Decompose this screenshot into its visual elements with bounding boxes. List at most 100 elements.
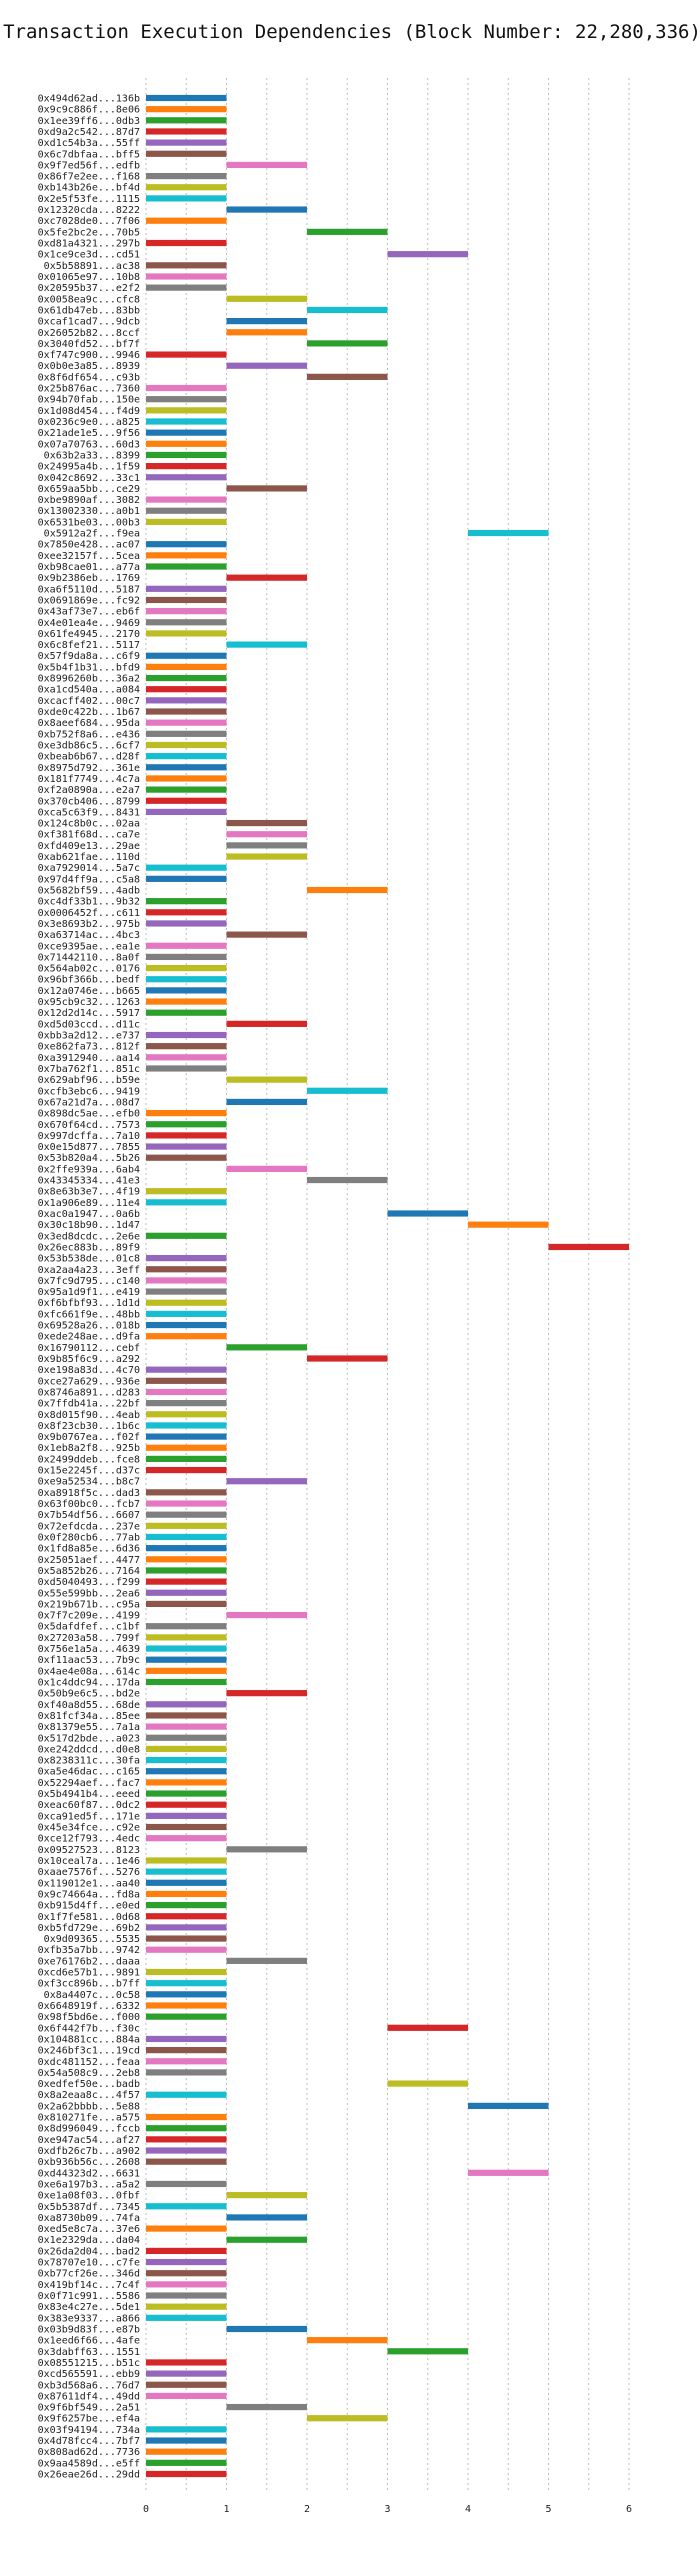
- y-tick-label: 0x69528a26...018b: [38, 1321, 140, 1332]
- y-tick-label: 0xf2a0890a...e2a7: [38, 785, 140, 796]
- dependency-bar: [146, 964, 227, 972]
- dependency-bar: [146, 2314, 227, 2321]
- y-tick-label: 0x78707e10...c7fe: [38, 2258, 140, 2269]
- y-tick-label: 0x8996260b...36a2: [38, 674, 140, 685]
- dependency-bar: [146, 1433, 227, 1440]
- dependency-bar: [146, 898, 227, 905]
- y-tick-label: 0x5a852b26...7164: [38, 1566, 140, 1577]
- y-tick-label: 0x1f7fe581...0d68: [38, 1912, 140, 1923]
- y-tick-label: 0x1e2329da...da04: [38, 2235, 140, 2246]
- y-tick-label: 0x9c9c886f...8e06: [38, 105, 140, 116]
- dependency-bar: [146, 496, 227, 503]
- dependency-bar: [146, 909, 227, 916]
- y-tick-label: 0x43af73e7...eb6f: [38, 607, 140, 618]
- y-tick-label: 0x52294aef...fac7: [38, 1778, 140, 1789]
- dependency-bar: [226, 1076, 307, 1083]
- dependency-bar: [146, 563, 227, 570]
- dependency-bar: [468, 1221, 549, 1228]
- y-tick-label: 0xb936b56c...2608: [38, 2157, 140, 2168]
- dependency-bar: [146, 1890, 227, 1898]
- dependency-bar: [146, 1310, 227, 1317]
- y-tick-label: 0xb98cae01...a77a: [38, 562, 140, 573]
- y-tick-label: 0xca5c63f9...8431: [38, 807, 140, 818]
- y-tick-label: 0x5682bf59...4adb: [38, 886, 140, 897]
- dependency-bar: [146, 1154, 227, 1161]
- y-tick-label: 0x07a70763...60d3: [38, 439, 140, 450]
- y-tick-label: 0xede248ae...d9fa: [38, 1332, 140, 1343]
- y-tick-label: 0x564ab02c...0176: [38, 964, 140, 975]
- dependency-bar: [307, 373, 388, 380]
- y-tick-label: 0xac0a1947...0a6b: [38, 1209, 140, 1220]
- y-tick-label: 0x6648919f...6332: [38, 2001, 140, 2012]
- y-tick-label: 0x0f280cb6...77ab: [38, 1532, 140, 1543]
- y-tick-label: 0x042c8692...33c1: [38, 473, 140, 484]
- dependency-bar: [146, 1901, 227, 1909]
- dependency-bar: [387, 2348, 468, 2355]
- y-tick-label: 0x3ed8dcdc...2e6e: [38, 1231, 140, 1242]
- dependency-bar: [226, 853, 307, 860]
- y-tick-label: 0x94b70fab...150e: [38, 395, 140, 406]
- dependency-bar: [146, 1634, 227, 1641]
- y-tick-label: 0x45e34fce...c92e: [38, 1823, 140, 1834]
- y-tick-label: 0xcfb3ebc6...9419: [38, 1086, 140, 1097]
- y-tick-label: 0xce9395ae...ea1e: [38, 941, 140, 952]
- dependency-bar: [146, 1031, 227, 1039]
- dependency-bar: [146, 2203, 227, 2210]
- y-tick-label: 0x43345334...41e3: [38, 1176, 140, 1187]
- y-tick-label: 0xc7028de0...7f06: [38, 216, 140, 227]
- y-tick-label: 0xf40a8d55...68de: [38, 1700, 140, 1711]
- dependency-bar: [146, 719, 227, 726]
- dependency-bar: [226, 831, 307, 838]
- dependency-bar: [146, 2381, 227, 2388]
- y-tick-label: 0x1fd8a85e...6d36: [38, 1544, 140, 1555]
- dependency-bar: [146, 541, 227, 548]
- y-tick-label: 0x81fcf34a...85ee: [38, 1711, 140, 1722]
- dependency-bar: [468, 2102, 549, 2109]
- dependency-bar: [146, 1734, 227, 1741]
- dependency-bar: [146, 1545, 227, 1552]
- dependency-bar: [146, 1567, 227, 1574]
- dependency-bar: [468, 2169, 549, 2176]
- y-tick-label: 0x2499ddeb...fce8: [38, 1454, 140, 1465]
- dependency-bar: [146, 775, 227, 782]
- dependency-bar: [146, 2058, 227, 2065]
- dependency-bar: [146, 1288, 227, 1295]
- y-tick-label: 0xe3db86c5...6cf7: [38, 740, 140, 751]
- y-tick-label: 0x97d4ff9a...c5a8: [38, 874, 140, 885]
- y-tick-label: 0xa2aa4a23...3eff: [38, 1265, 140, 1276]
- y-tick-label: 0x10ceal7a...1e46: [38, 1856, 140, 1867]
- dependency-bar: [146, 2180, 227, 2188]
- y-tick-label: 0x104881cc...884a: [38, 2034, 140, 2045]
- y-tick-label: 0x4e01ea4e...9469: [38, 618, 140, 629]
- y-tick-label: 0x0e15d877...7855: [38, 1142, 140, 1153]
- y-tick-label: 0xe1a08f03...0fbf: [38, 2191, 140, 2202]
- bar-group: [146, 94, 629, 2478]
- dependency-bar: [226, 1098, 307, 1106]
- y-tick-label: 0x9f6bf549...2a51: [38, 2403, 140, 2414]
- dependency-bar: [146, 998, 227, 1005]
- dependency-bar: [146, 239, 227, 247]
- dependency-bar: [146, 2125, 227, 2132]
- y-tick-label: 0xa6f5110d...5187: [38, 584, 140, 595]
- dependency-bar: [146, 1745, 227, 1753]
- y-tick-labels: 0x494d62ad...136b0x9c9c886f...8e060x1ee3…: [38, 94, 140, 2481]
- y-tick-label: 0x659aa5bb...ce29: [38, 484, 140, 495]
- dependency-bar: [146, 507, 227, 514]
- y-tick-label: 0x219b671b...c95a: [38, 1599, 140, 1610]
- y-tick-label: 0xaae7576f...5276: [38, 1867, 140, 1878]
- y-tick-label: 0xcacff402...00c7: [38, 696, 140, 707]
- dependency-bar: [146, 596, 227, 604]
- y-tick-label: 0xca91ed5f...171e: [38, 1811, 140, 1822]
- y-tick-label: 0x12d2d14c...5917: [38, 1008, 140, 1019]
- dependency-bar: [146, 2470, 227, 2478]
- dependency-bar: [146, 652, 227, 659]
- y-tick-label: 0x13002330...a0b1: [38, 506, 140, 517]
- dependency-bar: [226, 1846, 307, 1853]
- dependency-bar: [146, 1823, 227, 1831]
- y-tick-label: 0x5b4f1b31...bfd9: [38, 662, 140, 673]
- dependency-bar: [146, 1790, 227, 1797]
- y-tick-label: 0xee32157f...5cea: [38, 551, 140, 562]
- dependency-bar: [146, 1500, 227, 1507]
- y-tick-label: 0xed5e8c7a...37e6: [38, 2224, 140, 2235]
- dependency-bar: [146, 1455, 227, 1463]
